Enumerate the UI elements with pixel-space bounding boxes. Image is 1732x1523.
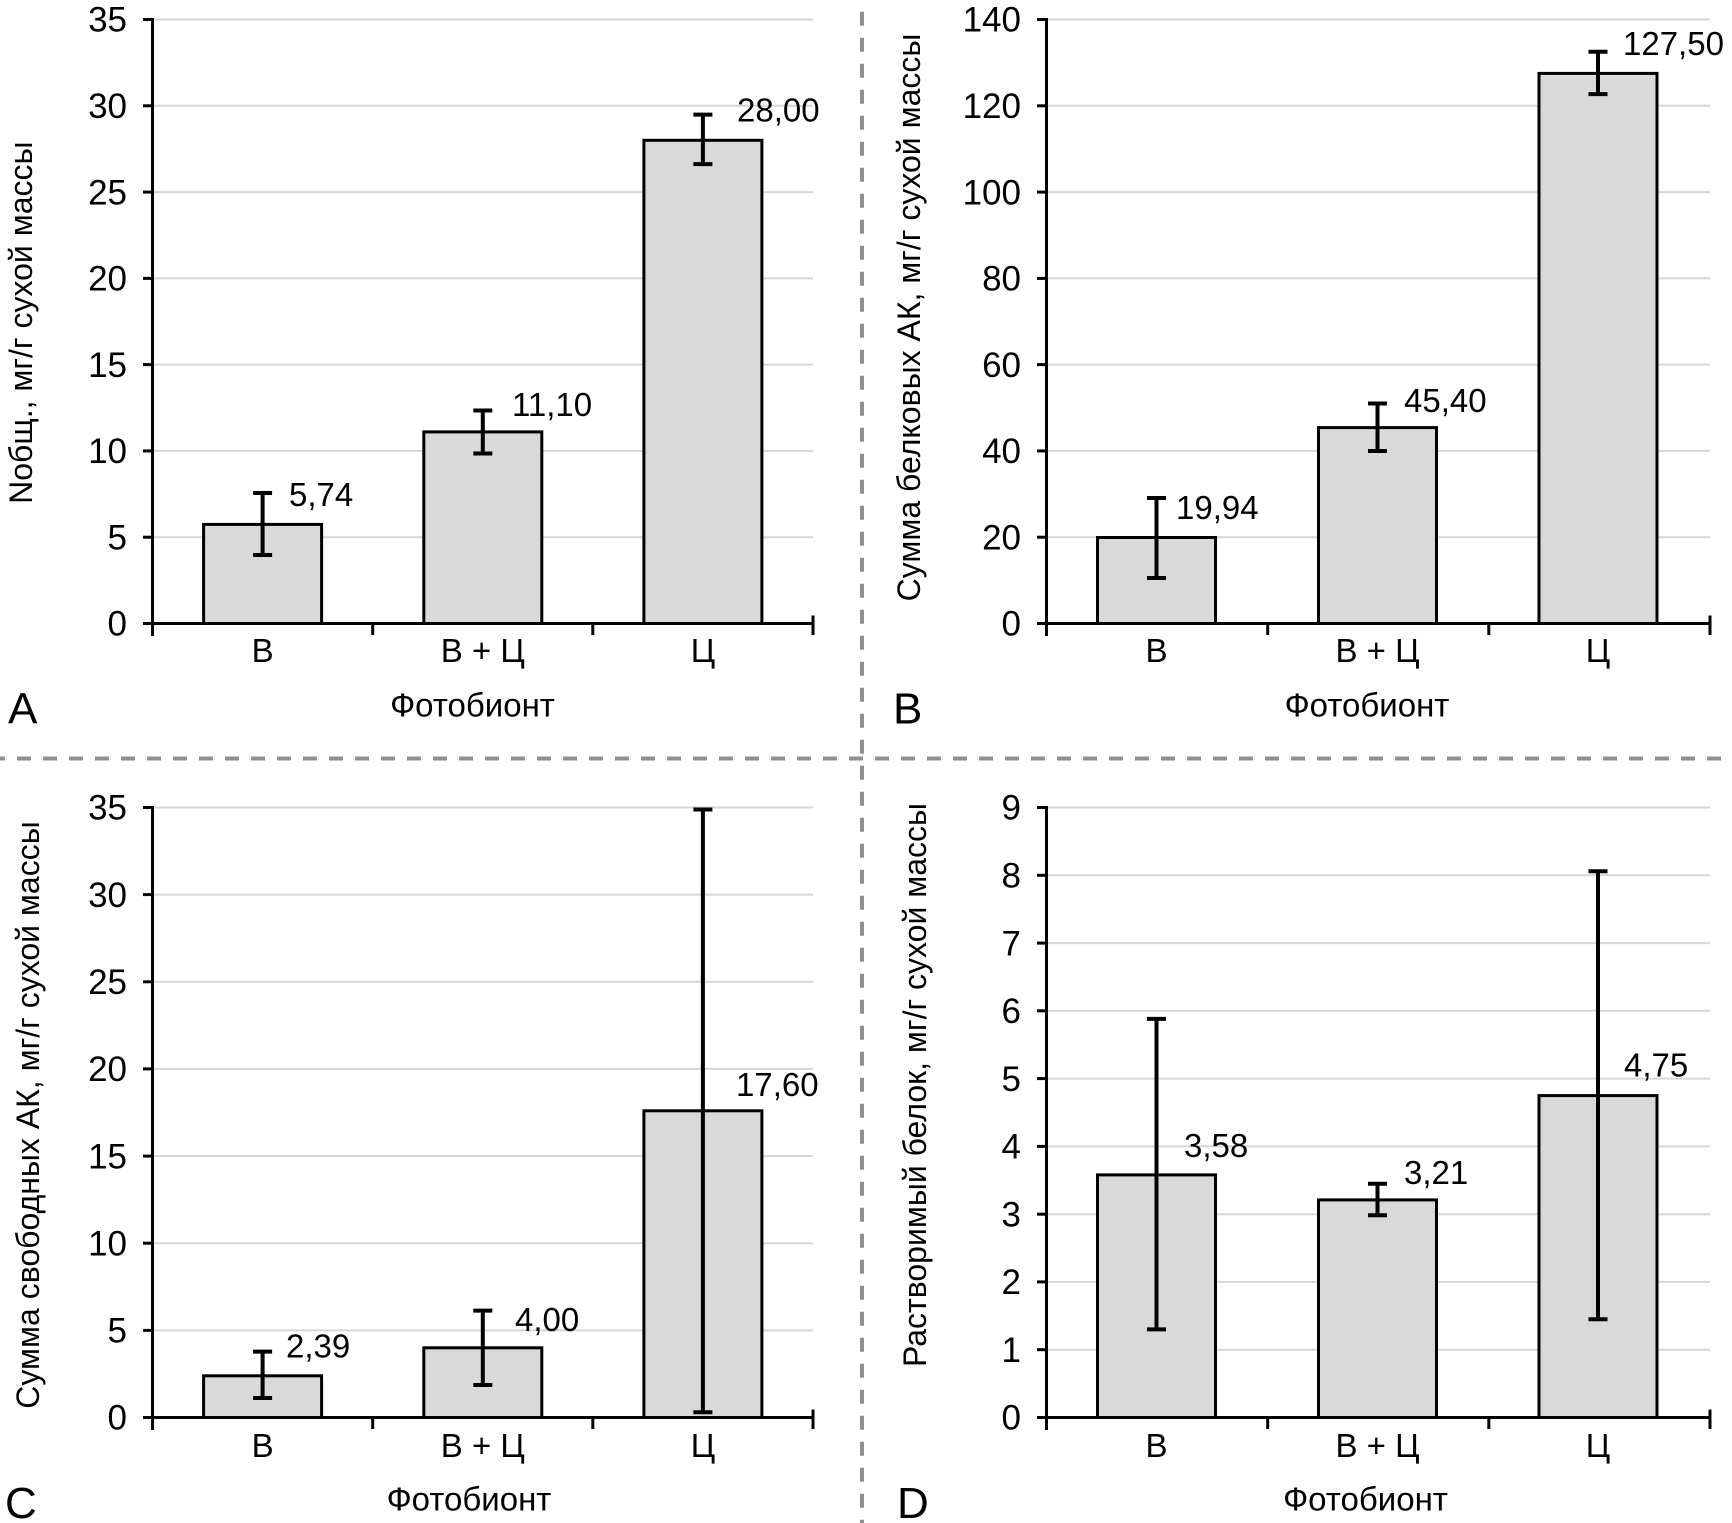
- svg-text:Растворимый белок, мг/г сухой: Растворимый белок, мг/г сухой массы: [897, 803, 933, 1367]
- svg-text:9: 9: [1002, 789, 1021, 828]
- svg-text:5: 5: [108, 1312, 127, 1351]
- svg-text:Фотобионт: Фотобионт: [1285, 687, 1450, 724]
- svg-text:2,39: 2,39: [286, 1328, 350, 1365]
- svg-text:17,60: 17,60: [736, 1066, 819, 1103]
- svg-text:3: 3: [1002, 1195, 1021, 1234]
- svg-text:19,94: 19,94: [1176, 489, 1259, 526]
- svg-text:3,21: 3,21: [1404, 1154, 1468, 1191]
- svg-text:7: 7: [1002, 924, 1021, 963]
- svg-text:В: В: [1145, 1427, 1167, 1464]
- svg-text:140: 140: [963, 1, 1021, 40]
- svg-text:11,10: 11,10: [512, 386, 592, 423]
- svg-text:28,00: 28,00: [737, 92, 820, 129]
- svg-text:Фотобионт: Фотобионт: [387, 1481, 552, 1518]
- svg-text:Ц: Ц: [691, 1427, 715, 1464]
- svg-text:15: 15: [88, 1137, 127, 1176]
- svg-text:25: 25: [88, 173, 127, 212]
- svg-text:Ц: Ц: [1586, 1427, 1610, 1464]
- svg-text:Фотобионт: Фотобионт: [1283, 1481, 1448, 1518]
- svg-text:10: 10: [88, 1224, 127, 1263]
- svg-text:C: C: [5, 1479, 37, 1523]
- svg-text:В + Ц: В + Ц: [441, 1427, 525, 1464]
- svg-text:5: 5: [1002, 1060, 1021, 1099]
- svg-text:В + Ц: В + Ц: [1335, 1427, 1419, 1464]
- svg-text:0: 0: [108, 605, 127, 644]
- svg-text:15: 15: [88, 346, 127, 385]
- svg-text:40: 40: [982, 432, 1021, 471]
- svg-text:0: 0: [108, 1399, 127, 1438]
- svg-text:3,58: 3,58: [1184, 1127, 1248, 1164]
- svg-text:20: 20: [88, 260, 127, 299]
- svg-text:B: B: [893, 685, 922, 734]
- svg-text:30: 30: [88, 87, 127, 126]
- svg-text:Ц: Ц: [1586, 632, 1610, 669]
- svg-text:A: A: [8, 685, 38, 734]
- svg-text:В + Ц: В + Ц: [441, 632, 525, 669]
- svg-text:Фотобионт: Фотобионт: [390, 687, 555, 724]
- svg-text:1: 1: [1002, 1331, 1021, 1370]
- svg-text:2: 2: [1002, 1263, 1021, 1302]
- svg-text:8: 8: [1002, 857, 1021, 896]
- svg-text:20: 20: [982, 518, 1021, 557]
- svg-text:4,75: 4,75: [1624, 1047, 1688, 1084]
- svg-text:В: В: [1145, 632, 1167, 669]
- svg-text:Сумма белковых АК, мг/г сухой: Сумма белковых АК, мг/г сухой массы: [891, 34, 927, 602]
- svg-text:6: 6: [1002, 992, 1021, 1031]
- svg-text:0: 0: [1002, 605, 1021, 644]
- svg-text:35: 35: [88, 1, 127, 40]
- svg-text:60: 60: [982, 346, 1021, 385]
- svg-text:127,50: 127,50: [1623, 25, 1724, 62]
- svg-text:45,40: 45,40: [1404, 382, 1487, 419]
- svg-text:В: В: [252, 632, 274, 669]
- svg-text:Сумма свободных АК, мг/г сухой: Сумма свободных АК, мг/г сухой массы: [10, 821, 46, 1408]
- svg-text:35: 35: [88, 789, 127, 828]
- svg-text:120: 120: [963, 87, 1021, 126]
- svg-text:25: 25: [88, 963, 127, 1002]
- svg-text:20: 20: [88, 1050, 127, 1089]
- svg-text:Ц: Ц: [691, 632, 715, 669]
- svg-text:100: 100: [963, 173, 1021, 212]
- svg-text:5,74: 5,74: [289, 476, 353, 513]
- svg-text:В: В: [252, 1427, 274, 1464]
- svg-text:5: 5: [108, 518, 127, 557]
- svg-text:0: 0: [1002, 1399, 1021, 1438]
- svg-text:10: 10: [88, 432, 127, 471]
- svg-text:D: D: [897, 1479, 929, 1523]
- svg-text:4,00: 4,00: [515, 1301, 579, 1338]
- svg-text:30: 30: [88, 876, 127, 915]
- svg-text:В + Ц: В + Ц: [1335, 632, 1419, 669]
- svg-text:80: 80: [982, 260, 1021, 299]
- svg-text:Nобщ., мг/г сухой массы: Nобщ., мг/г сухой массы: [3, 142, 39, 504]
- svg-text:4: 4: [1002, 1128, 1021, 1167]
